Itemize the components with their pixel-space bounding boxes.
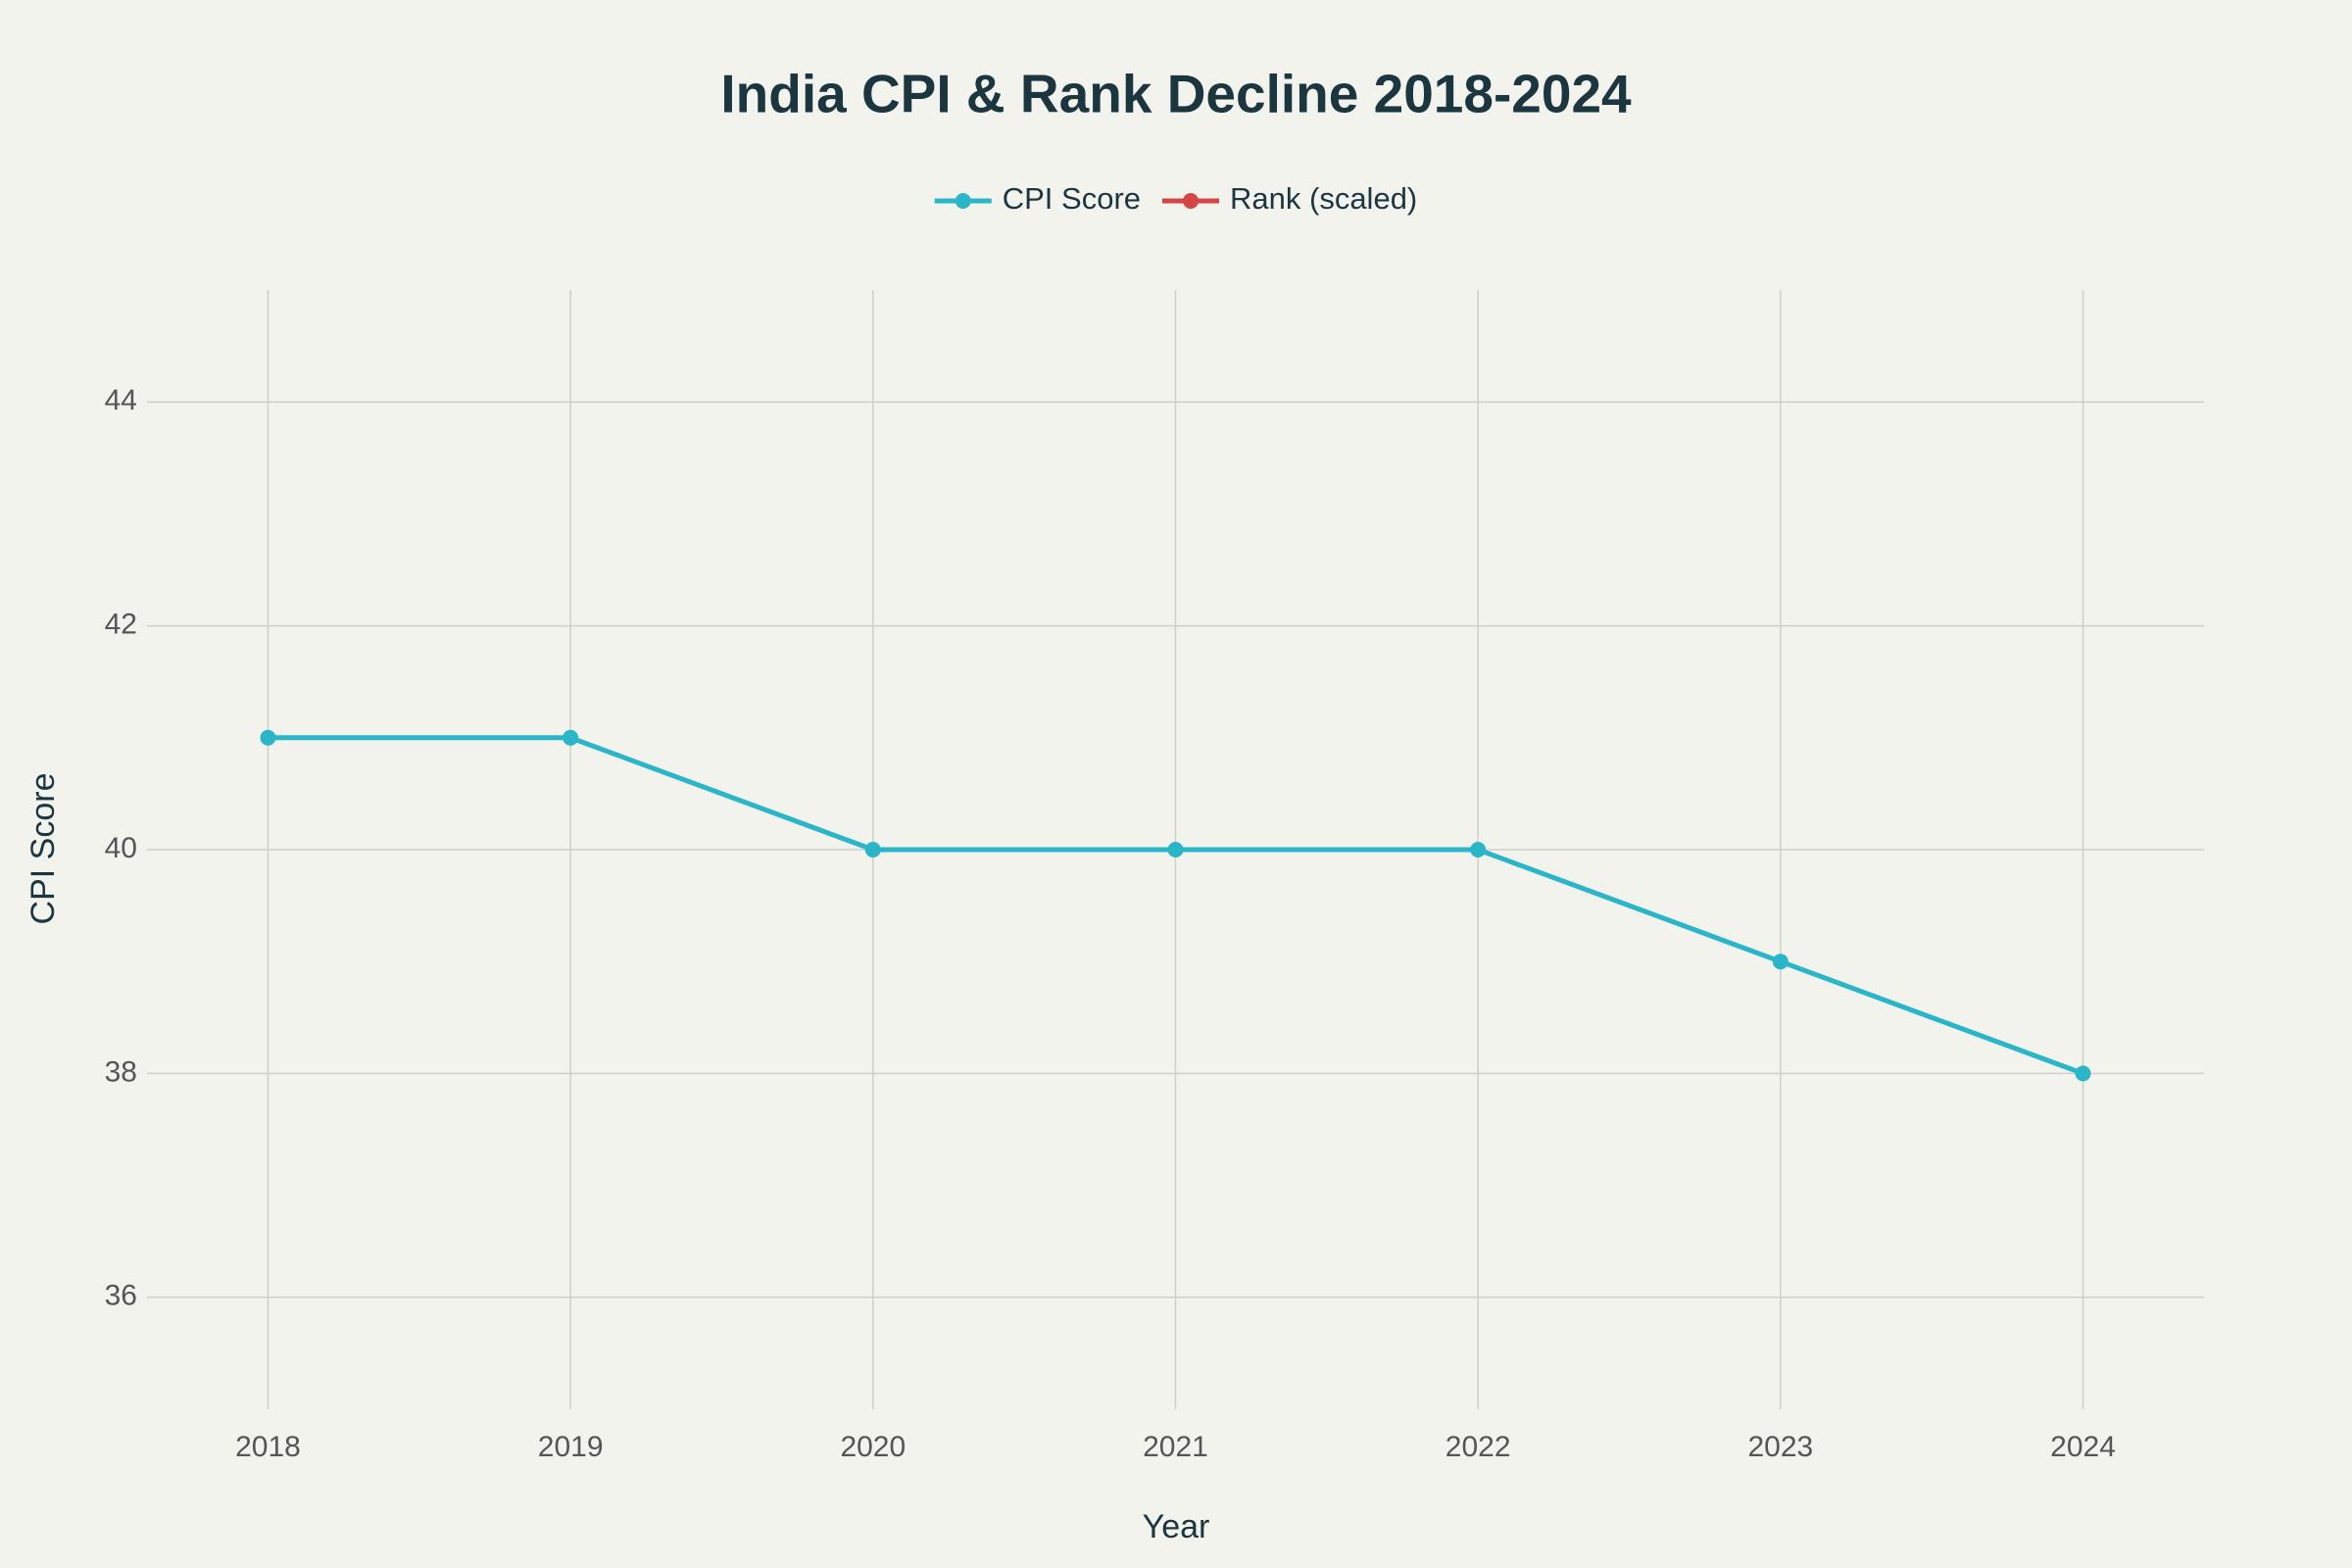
x-axis-title: Year	[1143, 1508, 1210, 1545]
y-tick-label: 42	[105, 609, 137, 641]
y-axis-title: CPI Score	[24, 773, 62, 925]
y-tick-label: 38	[105, 1055, 137, 1088]
x-tick-label: 2023	[1747, 1431, 1813, 1463]
data-point	[1167, 842, 1184, 858]
data-point	[1772, 954, 1788, 970]
y-tick-label: 36	[105, 1280, 137, 1312]
data-point	[260, 729, 276, 746]
data-point	[1470, 842, 1487, 858]
legend: CPI Score Rank (scaled)	[934, 181, 1417, 216]
chart-title: India CPI & Rank Decline 2018-2024	[720, 64, 1632, 124]
data-point	[864, 842, 881, 858]
legend-item: CPI Score	[934, 181, 1141, 216]
x-tick-label: 2024	[2050, 1431, 2116, 1463]
data-point	[2075, 1065, 2091, 1082]
legend-label: Rank (scaled)	[1230, 181, 1417, 216]
x-tick-label: 2018	[235, 1431, 301, 1463]
x-tick-label: 2022	[1446, 1431, 1511, 1463]
x-tick-label: 2020	[840, 1431, 906, 1463]
legend-label: CPI Score	[1003, 181, 1141, 216]
data-point	[563, 729, 579, 746]
legend-marker	[955, 193, 971, 209]
x-tick-label: 2019	[538, 1431, 604, 1463]
y-tick-label: 40	[105, 832, 137, 864]
y-tick-label: 44	[105, 384, 137, 416]
legend-marker	[1183, 193, 1200, 209]
x-tick-label: 2021	[1143, 1431, 1208, 1463]
legend-item: Rank (scaled)	[1162, 181, 1417, 216]
